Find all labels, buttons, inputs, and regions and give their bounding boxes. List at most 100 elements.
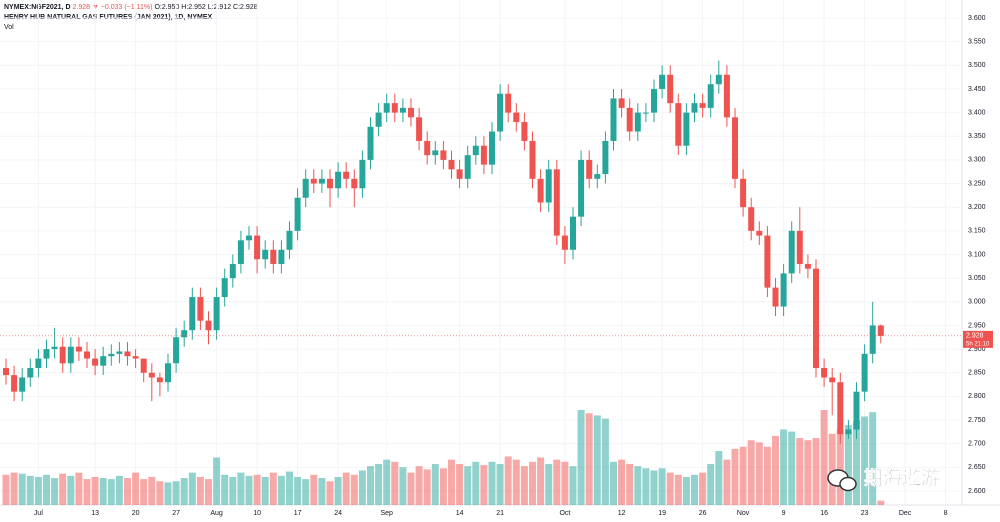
legend-line: NYMEX:NGF2021, D 2.928 ▼ −0.033 (−1.11%)… [4, 3, 258, 13]
candle-body [764, 235, 771, 288]
volume-bar [245, 475, 253, 505]
volume-bar [448, 459, 455, 505]
candle-body [237, 240, 244, 264]
candle-body [472, 145, 479, 156]
x-tick-label: 23 [861, 510, 869, 517]
volume-bar [569, 466, 577, 505]
candle-body [480, 145, 487, 165]
candle-body [529, 140, 536, 179]
candle-body [634, 112, 641, 132]
candle-body [11, 375, 18, 392]
volume-bar [407, 472, 415, 505]
candle-body [302, 178, 309, 198]
volume-bar [844, 425, 852, 505]
volume-bar [294, 476, 302, 505]
volume-bar [423, 469, 431, 505]
volume-bar [877, 500, 885, 505]
candle-body [367, 126, 374, 160]
volume-bar [496, 463, 504, 505]
x-tick-label: 12 [618, 510, 626, 517]
candle-body [732, 117, 738, 179]
candle-body [448, 159, 455, 170]
candle-body [165, 363, 171, 383]
volume-bar [269, 472, 277, 505]
candle-body [67, 346, 74, 364]
volume-bar [391, 461, 399, 505]
candle-body [804, 263, 811, 269]
candle-body [651, 88, 657, 113]
y-tick-label: 2.900 [968, 346, 986, 353]
volume-bar [132, 472, 140, 505]
volume-bar [836, 429, 844, 505]
candle-body [100, 356, 107, 366]
y-tick-label: 3.200 [968, 204, 986, 211]
candle-body [837, 382, 844, 435]
volume-bar [666, 472, 674, 505]
candle-body [84, 351, 90, 359]
candle-body [456, 169, 463, 179]
candle-body [359, 159, 366, 189]
candle-body [383, 103, 390, 113]
candle-body [626, 107, 633, 132]
volume-bar [67, 475, 75, 505]
volume-bar [342, 472, 350, 505]
volume-bar [261, 476, 269, 505]
volume-bar [221, 474, 229, 505]
volume-bar [51, 478, 59, 505]
volume-bar [691, 474, 698, 505]
candle-body [246, 235, 252, 241]
volume-bar [229, 476, 237, 505]
candle-body [667, 74, 674, 104]
candle-body [748, 207, 755, 231]
candle-body [545, 169, 552, 203]
candle-body [278, 249, 285, 264]
volume-bar [699, 472, 707, 505]
y-tick-label: 2.650 [968, 464, 986, 471]
candle-body [262, 249, 269, 260]
volume-bar [456, 463, 464, 505]
candle-body [221, 278, 228, 298]
volume-bar [367, 466, 374, 505]
x-tick-label: 8 [944, 510, 948, 517]
volume-bar [124, 478, 131, 505]
candle-body [610, 98, 617, 141]
y-tick-label: 3.100 [968, 251, 986, 258]
x-tick-label: Jul [34, 510, 43, 517]
y-tick-label: 3.000 [968, 299, 986, 306]
volume-bar [504, 456, 512, 505]
volume-bar [383, 459, 391, 505]
volume-bar [723, 459, 731, 505]
volume-bar [237, 472, 245, 505]
y-tick-label: 3.600 [968, 15, 986, 22]
candle-body [521, 122, 528, 141]
volume-bar [326, 481, 334, 505]
volume-bar [545, 463, 553, 505]
volume-bar [780, 429, 788, 505]
volume-bar [472, 461, 480, 505]
candle-body [270, 249, 277, 264]
volume-bar [529, 461, 536, 505]
candle-body [780, 273, 787, 307]
price-change: ▼ −0.033 (−1.11%) [91, 4, 153, 11]
candle-body [659, 74, 666, 89]
y-tick-label: 3.350 [968, 133, 986, 140]
volume-label: Vol [4, 24, 14, 31]
volume-bar [828, 433, 836, 505]
candle-body [75, 346, 82, 352]
candle-body [408, 107, 414, 118]
candle-body [570, 216, 576, 250]
candle-body [197, 297, 204, 321]
candle-body [116, 351, 123, 354]
y-tick-label: 3.050 [968, 275, 986, 282]
candle-body [553, 169, 560, 236]
candle-body [796, 230, 803, 264]
y-tick-label: 3.500 [968, 62, 986, 69]
candle-body [813, 268, 819, 369]
candle-body [391, 103, 398, 113]
volume-bar [561, 461, 569, 505]
volume-bar [439, 468, 447, 505]
candle-body [497, 93, 504, 132]
volume-bar [715, 451, 723, 505]
y-tick-label: 3.300 [968, 157, 986, 164]
candle-body [286, 230, 293, 250]
